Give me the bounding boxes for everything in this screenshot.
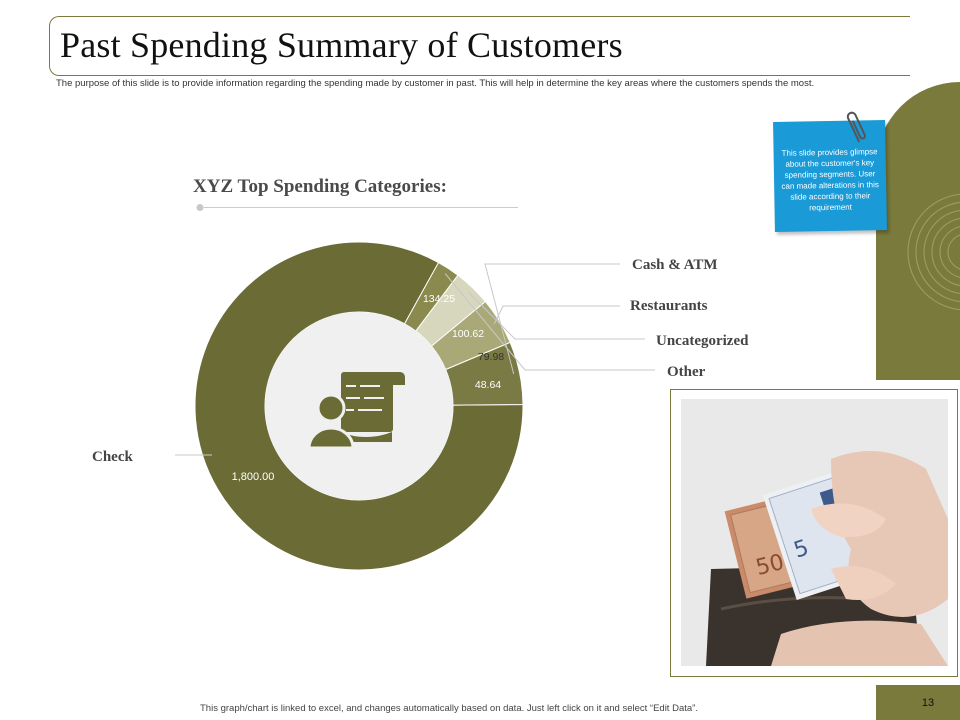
photo-frame: 50 5 [670, 389, 958, 677]
page-number: 13 [921, 697, 935, 709]
data-label: 79.98 [478, 351, 504, 363]
data-label: 1,800.00 [232, 471, 275, 483]
leader-line [484, 263, 620, 375]
decorative-arc-panel [876, 82, 960, 380]
data-label: 48.64 [475, 379, 501, 391]
leader-line [467, 291, 645, 340]
slide-description: The purpose of this slide is to provide … [56, 78, 815, 89]
wallet-cash-photo: 50 5 [681, 399, 948, 666]
paperclip-icon [846, 111, 866, 143]
data-label: 100.62 [452, 328, 484, 340]
category-label: Check [92, 449, 133, 465]
category-label: Uncategorized [656, 333, 749, 349]
title-frame [49, 16, 910, 76]
category-label: Other [667, 364, 706, 380]
leader-line [444, 273, 655, 371]
category-label: Cash & ATM [632, 257, 718, 273]
data-label: 134.25 [423, 293, 455, 305]
chart-title: XYZ Top Spending Categories: [193, 176, 447, 197]
customer-receipt-icon [307, 372, 405, 450]
page-number-box: 13 [876, 685, 960, 720]
leader-line [493, 305, 620, 325]
page-title: Past Spending Summary of Customers [60, 25, 623, 65]
chart-title-rule [196, 204, 518, 211]
category-label: Restaurants [630, 298, 708, 314]
footer-note: This graph/chart is linked to excel, and… [200, 703, 698, 714]
